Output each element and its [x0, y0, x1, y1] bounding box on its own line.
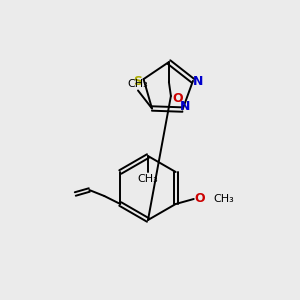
Text: CH₃: CH₃ [214, 194, 235, 204]
Text: O: O [194, 193, 205, 206]
Text: O: O [172, 92, 183, 104]
Text: CH₃: CH₃ [138, 174, 158, 184]
Text: CH₃: CH₃ [128, 80, 148, 89]
Text: S: S [133, 75, 142, 88]
Text: N: N [180, 100, 191, 113]
Text: N: N [193, 75, 203, 88]
